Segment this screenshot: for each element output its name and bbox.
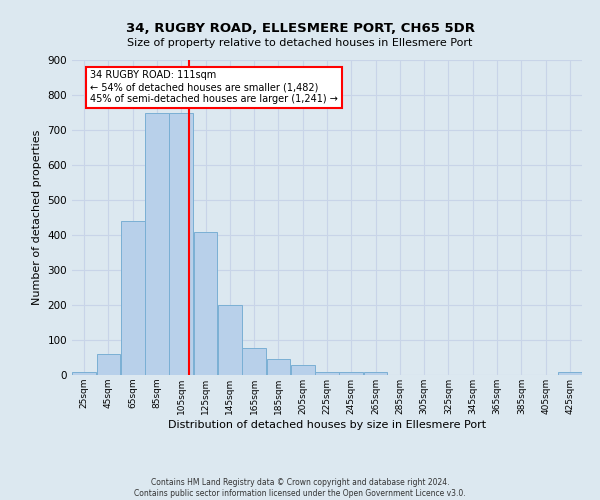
Bar [558, 372, 581, 375]
Bar [97, 354, 120, 375]
Bar [340, 372, 363, 375]
Text: Size of property relative to detached houses in Ellesmere Port: Size of property relative to detached ho… [127, 38, 473, 48]
Bar [291, 364, 314, 375]
Text: 34 RUGBY ROAD: 111sqm
← 54% of detached houses are smaller (1,482)
45% of semi-d: 34 RUGBY ROAD: 111sqm ← 54% of detached … [90, 70, 338, 104]
Bar [145, 112, 169, 375]
Bar [169, 112, 193, 375]
Text: 34, RUGBY ROAD, ELLESMERE PORT, CH65 5DR: 34, RUGBY ROAD, ELLESMERE PORT, CH65 5DR [125, 22, 475, 36]
X-axis label: Distribution of detached houses by size in Ellesmere Port: Distribution of detached houses by size … [168, 420, 486, 430]
Bar [121, 221, 145, 375]
Bar [266, 359, 290, 375]
Bar [194, 232, 217, 375]
Bar [218, 305, 242, 375]
Text: Contains HM Land Registry data © Crown copyright and database right 2024.
Contai: Contains HM Land Registry data © Crown c… [134, 478, 466, 498]
Bar [364, 372, 388, 375]
Y-axis label: Number of detached properties: Number of detached properties [32, 130, 42, 305]
Bar [315, 372, 339, 375]
Bar [242, 348, 266, 375]
Bar [73, 372, 96, 375]
